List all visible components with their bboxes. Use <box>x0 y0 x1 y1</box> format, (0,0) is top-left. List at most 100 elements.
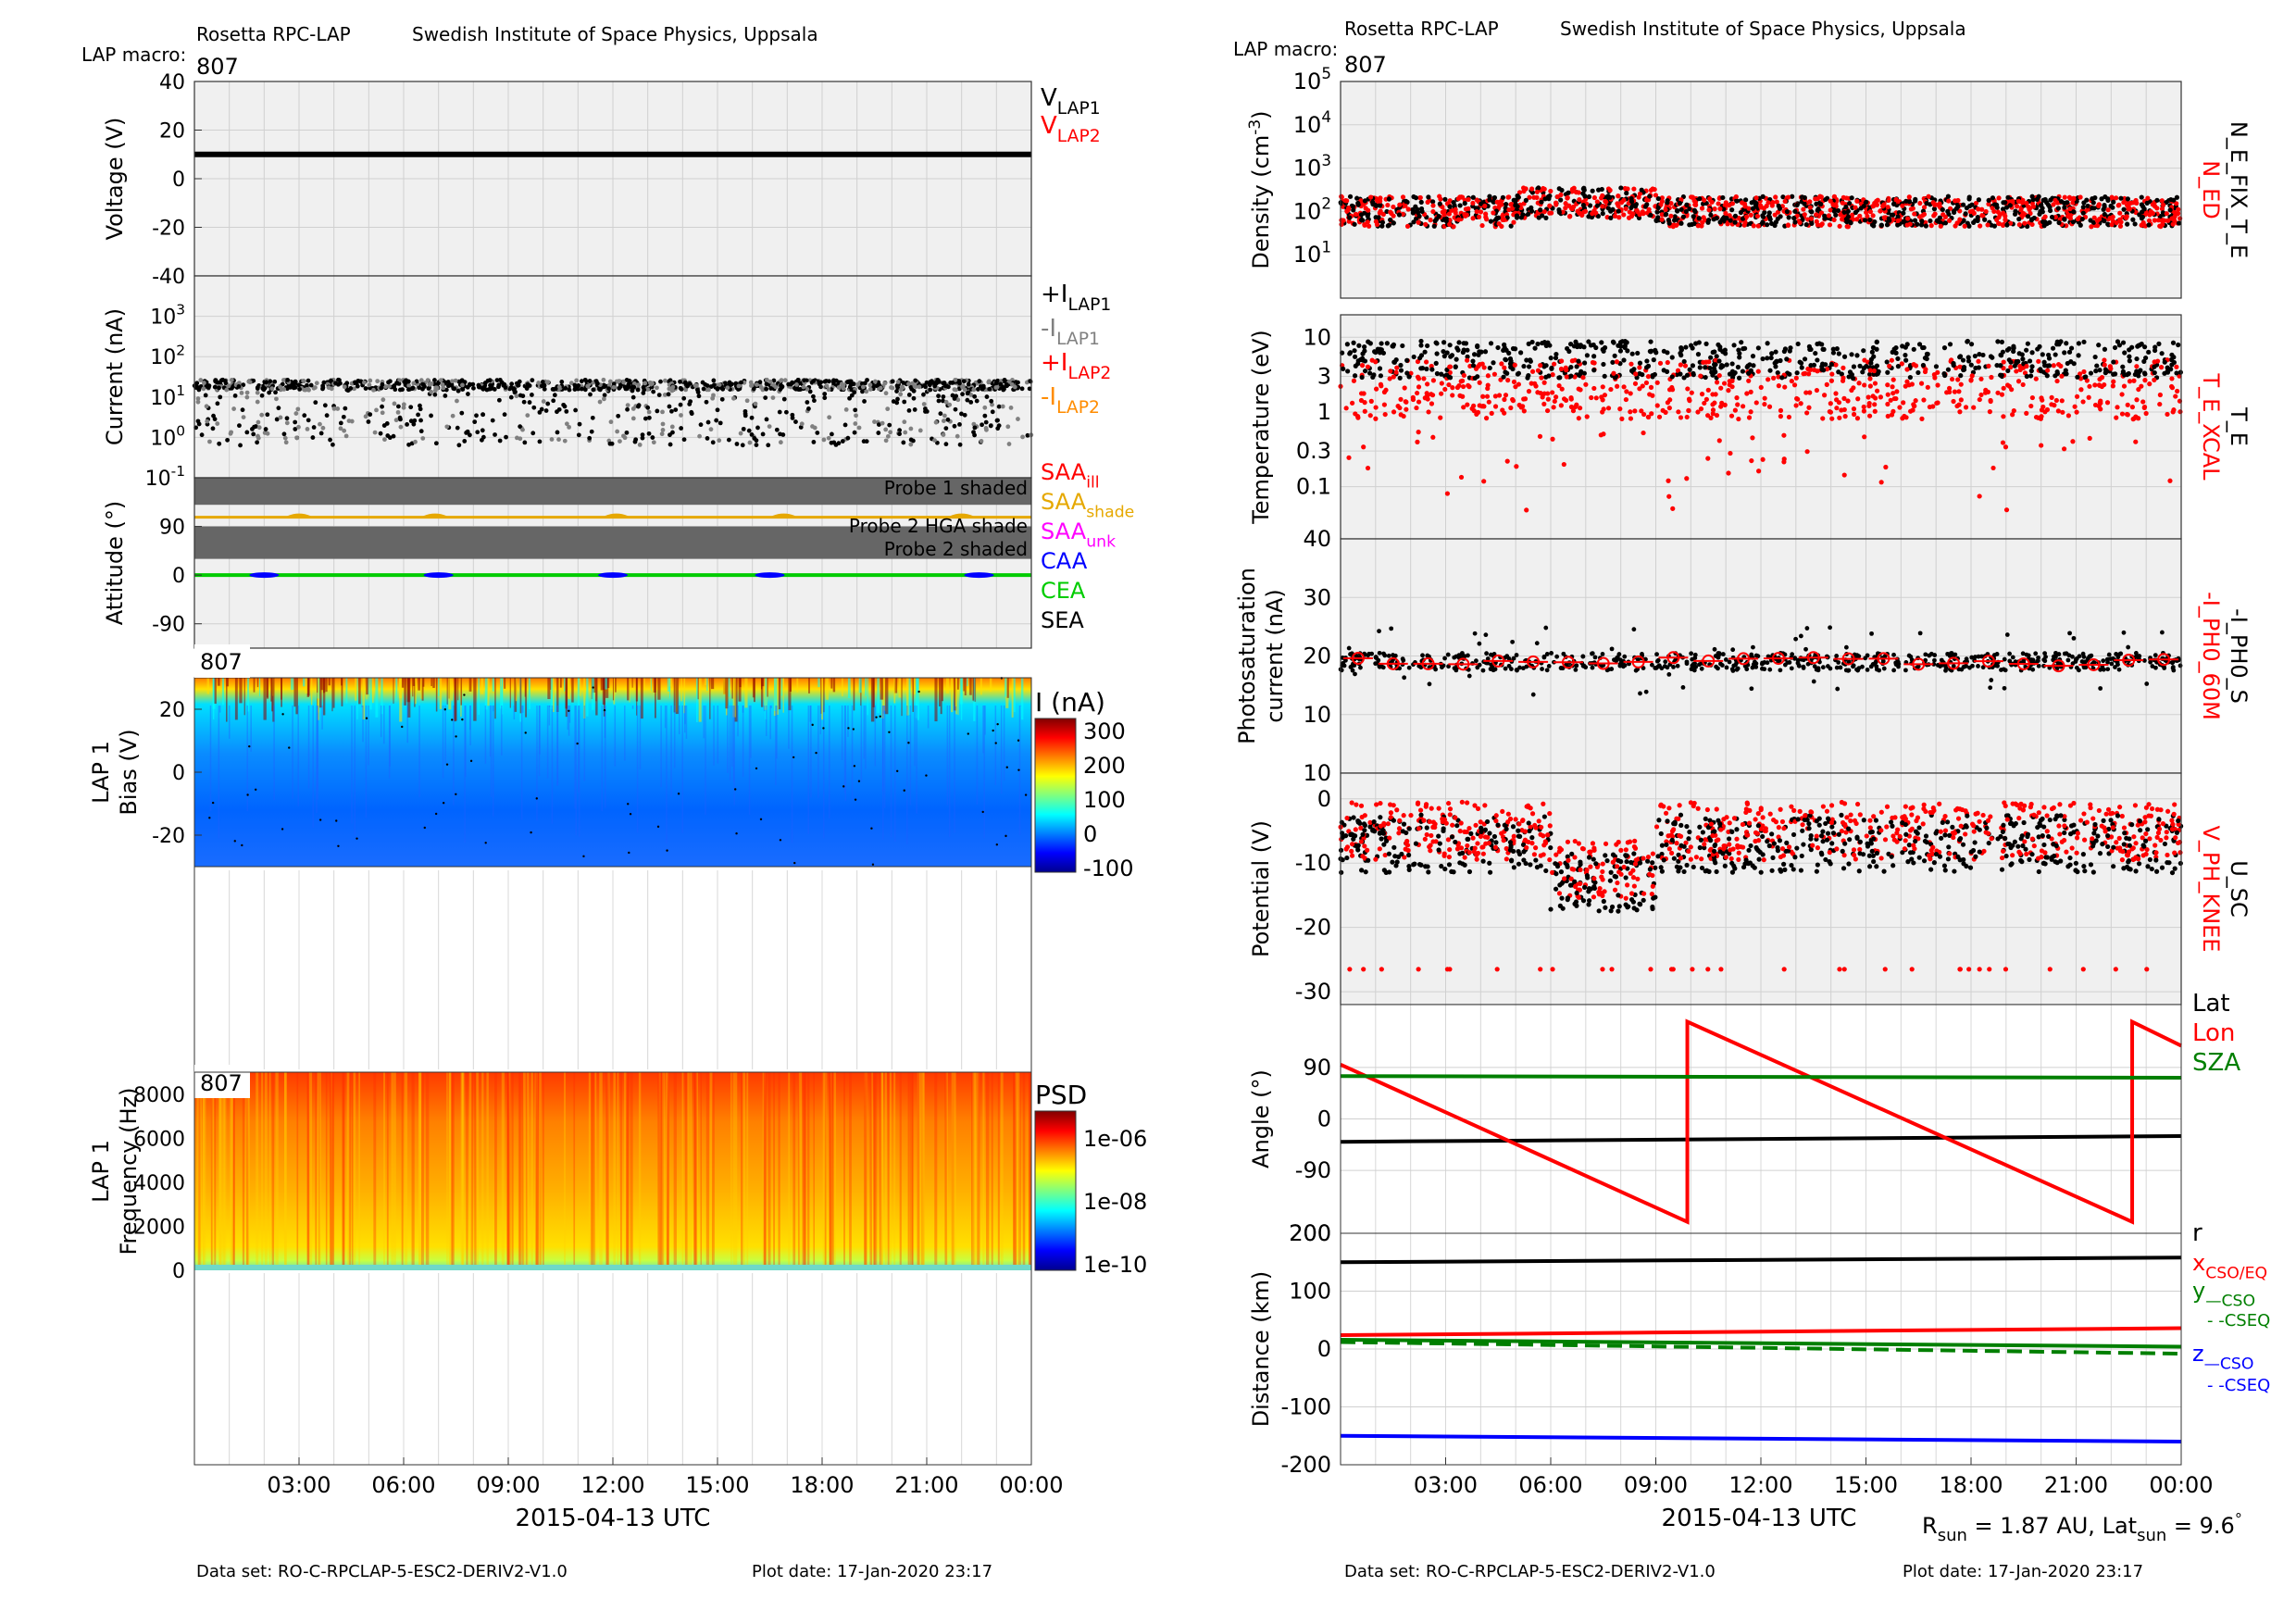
data-point <box>1917 200 1923 206</box>
data-point <box>1415 439 1420 444</box>
data-point <box>1488 219 1493 224</box>
spectrogram-streak <box>658 1072 662 1267</box>
data-point <box>1717 206 1723 212</box>
spectrogram-streak <box>362 706 364 743</box>
spectrogram-streak <box>969 678 972 695</box>
data-point <box>1893 395 1899 402</box>
data-point <box>1945 208 1951 214</box>
data-point <box>1663 212 1668 218</box>
data-point <box>1527 194 1532 200</box>
spectrogram-streak <box>539 706 541 755</box>
data-point <box>888 430 893 435</box>
data-point <box>420 436 426 441</box>
saa-bump <box>950 513 974 519</box>
spectrogram-streak <box>391 1072 394 1267</box>
data-point <box>1502 410 1507 416</box>
data-point <box>199 432 205 438</box>
data-point <box>515 435 519 441</box>
data-point <box>806 406 811 411</box>
spectrogram-streak <box>624 706 626 761</box>
data-point <box>2016 217 2022 222</box>
data-point <box>2024 410 2029 416</box>
spectrogram-streak <box>308 1072 313 1267</box>
data-point <box>968 393 974 397</box>
data-point <box>256 419 261 425</box>
data-point <box>882 381 888 386</box>
spectrogram-streak <box>881 1072 884 1267</box>
data-point <box>1890 377 1896 382</box>
data-point <box>1968 378 1974 383</box>
data-point <box>697 433 702 439</box>
data-point <box>1878 394 1884 400</box>
spectrogram-streak <box>954 706 955 833</box>
data-point <box>1927 404 1933 410</box>
data-point <box>1794 370 1800 376</box>
data-point <box>1582 208 1589 214</box>
data-point <box>1447 343 1453 348</box>
legend-item: +ILAP2 <box>1041 349 1111 383</box>
data-point <box>1608 386 1614 393</box>
spectrogram-streak <box>673 678 676 713</box>
data-point <box>1523 197 1529 203</box>
data-point <box>355 383 360 389</box>
spectrogram-streak <box>399 678 403 722</box>
data-point <box>530 378 535 383</box>
spectrogram-streak <box>732 1072 735 1267</box>
data-point <box>1999 392 2005 397</box>
spectrogram-streak <box>742 1072 746 1267</box>
data-point <box>981 810 984 814</box>
data-point <box>1977 493 1982 499</box>
y-tick-label: 101 <box>150 382 185 410</box>
data-point <box>811 379 817 383</box>
data-point <box>293 419 298 425</box>
data-point <box>1957 217 1963 222</box>
spectrogram-streak <box>657 1072 660 1267</box>
data-point <box>1710 407 1716 413</box>
data-point <box>656 825 660 829</box>
data-point <box>1994 217 2000 222</box>
data-point <box>1415 209 1421 216</box>
data-point <box>894 389 899 394</box>
data-point <box>739 380 743 385</box>
data-point <box>401 402 406 407</box>
data-point <box>1553 200 1559 206</box>
data-point <box>1952 389 1958 394</box>
spectrogram-streak <box>568 706 571 723</box>
data-point <box>296 382 302 388</box>
data-point <box>625 403 630 407</box>
data-point <box>1514 464 1519 469</box>
data-point <box>2098 406 2103 412</box>
data-point <box>621 380 626 385</box>
data-point <box>1838 212 1843 218</box>
data-point <box>1551 405 1556 410</box>
data-point <box>1545 396 1551 402</box>
spectrogram-streak <box>599 1072 603 1267</box>
spectrogram-streak <box>823 706 825 839</box>
spectrogram-streak <box>849 1072 852 1267</box>
spectrogram-streak <box>972 678 975 701</box>
data-point <box>504 434 508 440</box>
data-point <box>853 421 858 426</box>
data-point <box>994 380 999 384</box>
spectrogram-streak <box>480 678 484 694</box>
data-point <box>1822 216 1828 221</box>
spectrogram-streak <box>727 706 729 773</box>
spectrogram-streak <box>271 1072 275 1267</box>
data-point <box>818 380 824 385</box>
data-point <box>306 418 311 423</box>
data-point <box>754 443 759 448</box>
data-point <box>1552 398 1557 405</box>
data-point <box>1027 386 1032 392</box>
data-point <box>1734 395 1740 401</box>
data-point <box>2102 362 2107 368</box>
data-point <box>1637 365 1642 370</box>
data-point <box>2047 207 2053 214</box>
band-label: Probe 2 shaded <box>884 538 1028 560</box>
spectrogram-streak <box>761 678 765 687</box>
spectrogram-image <box>194 678 1031 867</box>
spectrogram-streak <box>245 1072 248 1267</box>
data-point <box>368 412 373 418</box>
data-point <box>1374 386 1379 392</box>
spectrogram-streak <box>454 678 457 721</box>
data-point <box>1988 354 1994 359</box>
